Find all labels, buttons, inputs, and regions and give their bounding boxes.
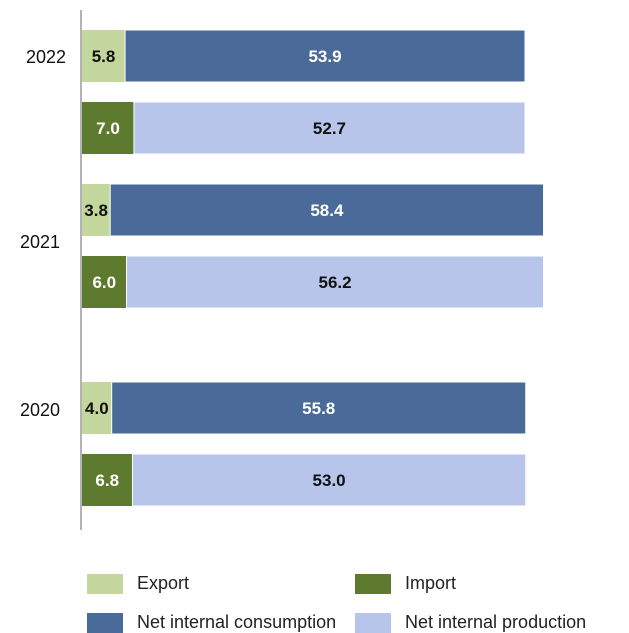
value-label-2020-net-internal-production: 53.0 — [313, 471, 346, 490]
year-label-2022: 2022 — [26, 47, 66, 67]
value-label-2022-net-internal-consumption: 53.9 — [308, 47, 341, 66]
bar-2022-import — [82, 102, 134, 154]
value-label-2021-net-internal-production: 56.2 — [318, 273, 351, 292]
bar-2020-export — [82, 382, 112, 434]
value-label-2020-import: 6.8 — [95, 471, 119, 490]
value-label-2021-export: 3.8 — [84, 201, 108, 220]
value-label-2022-export: 5.8 — [92, 47, 116, 66]
value-label-2021-net-internal-consumption: 58.4 — [310, 201, 344, 220]
bars-group — [82, 29, 545, 507]
bar-2021-net-internal-consumption — [109, 183, 545, 237]
bar-2022-export — [82, 30, 126, 82]
labels-group: 2022 5.8 53.9 7.0 52.7 2021 3.8 58.4 6.0 56.2 2020… — [20, 47, 352, 490]
bar-2021-import — [82, 256, 127, 308]
bar-2020-import — [82, 454, 133, 506]
year-label-2021: 2021 — [20, 232, 60, 252]
value-label-2020-net-internal-consumption: 55.8 — [302, 399, 335, 418]
bar-2022-net-internal-consumption — [124, 29, 526, 83]
bar-2020-net-internal-production — [131, 453, 527, 507]
year-label-2020: 2020 — [20, 400, 60, 420]
bar-2021-net-internal-production — [126, 255, 545, 309]
value-label-2022-import: 7.0 — [96, 119, 120, 138]
bar-2020-net-internal-consumption — [111, 381, 527, 435]
value-label-2022-net-internal-production: 52.7 — [313, 119, 346, 138]
bar-2021-export — [82, 184, 111, 236]
bar-2022-net-internal-production — [133, 101, 526, 155]
value-label-2021-import: 6.0 — [92, 273, 116, 292]
value-label-2020-export: 4.0 — [85, 399, 109, 418]
